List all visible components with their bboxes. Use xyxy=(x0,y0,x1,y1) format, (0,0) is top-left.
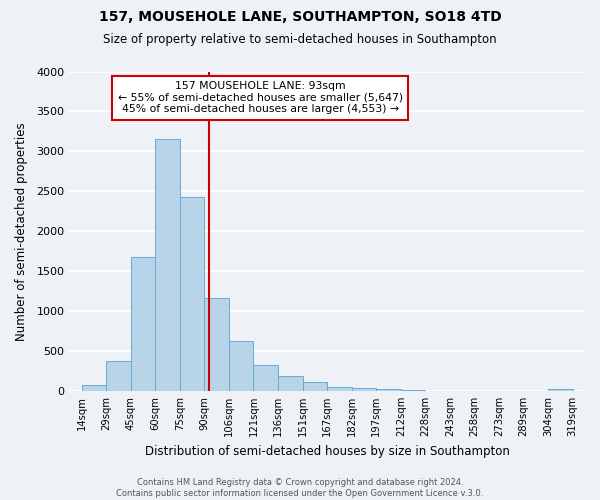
Bar xyxy=(131,257,155,391)
Bar xyxy=(548,389,573,391)
Bar xyxy=(155,140,180,391)
Bar xyxy=(278,376,302,391)
Bar xyxy=(302,382,327,391)
Text: 157 MOUSEHOLE LANE: 93sqm
← 55% of semi-detached houses are smaller (5,647)
45% : 157 MOUSEHOLE LANE: 93sqm ← 55% of semi-… xyxy=(118,81,403,114)
Bar xyxy=(352,388,376,391)
X-axis label: Distribution of semi-detached houses by size in Southampton: Distribution of semi-detached houses by … xyxy=(145,444,509,458)
Bar xyxy=(401,390,425,391)
Y-axis label: Number of semi-detached properties: Number of semi-detached properties xyxy=(15,122,28,340)
Bar xyxy=(106,362,131,391)
Bar xyxy=(327,386,352,391)
Text: 157, MOUSEHOLE LANE, SOUTHAMPTON, SO18 4TD: 157, MOUSEHOLE LANE, SOUTHAMPTON, SO18 4… xyxy=(98,10,502,24)
Bar xyxy=(180,197,205,391)
Bar xyxy=(205,298,229,391)
Bar xyxy=(253,364,278,391)
Text: Size of property relative to semi-detached houses in Southampton: Size of property relative to semi-detach… xyxy=(103,32,497,46)
Text: Contains HM Land Registry data © Crown copyright and database right 2024.
Contai: Contains HM Land Registry data © Crown c… xyxy=(116,478,484,498)
Bar xyxy=(229,340,253,391)
Bar xyxy=(376,389,401,391)
Bar xyxy=(82,386,106,391)
